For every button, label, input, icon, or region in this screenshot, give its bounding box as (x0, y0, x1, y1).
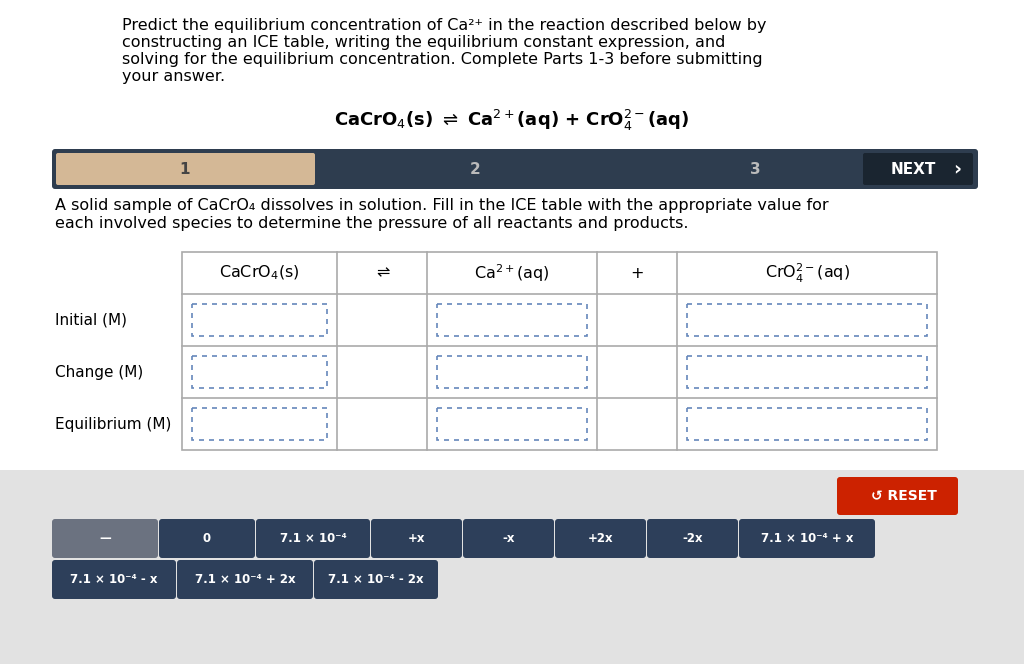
FancyBboxPatch shape (437, 356, 587, 388)
Text: 7.1 × 10⁻⁴ - x: 7.1 × 10⁻⁴ - x (71, 573, 158, 586)
FancyBboxPatch shape (256, 519, 370, 558)
FancyBboxPatch shape (647, 519, 738, 558)
FancyBboxPatch shape (52, 519, 158, 558)
Text: 0: 0 (203, 532, 211, 545)
Text: 7.1 × 10⁻⁴ - 2x: 7.1 × 10⁻⁴ - 2x (328, 573, 424, 586)
Text: —: — (99, 532, 111, 545)
FancyBboxPatch shape (437, 408, 587, 440)
Text: A solid sample of CaCrO₄ dissolves in solution. Fill in the ICE table with the a: A solid sample of CaCrO₄ dissolves in so… (55, 198, 828, 213)
FancyBboxPatch shape (687, 356, 927, 388)
FancyBboxPatch shape (56, 153, 315, 185)
Text: 2: 2 (470, 161, 480, 177)
Text: 7.1 × 10⁻⁴ + 2x: 7.1 × 10⁻⁴ + 2x (195, 573, 295, 586)
Text: CaCrO$_4$(s): CaCrO$_4$(s) (219, 264, 300, 282)
Text: Initial (M): Initial (M) (55, 313, 127, 327)
Text: CrO$_4^{2-}$(aq): CrO$_4^{2-}$(aq) (765, 262, 850, 285)
Text: NEXT: NEXT (890, 161, 936, 177)
FancyBboxPatch shape (52, 560, 176, 599)
FancyBboxPatch shape (159, 519, 255, 558)
Text: +x: +x (408, 532, 425, 545)
Text: ↺ RESET: ↺ RESET (870, 489, 936, 503)
Text: $\rightleftharpoons$: $\rightleftharpoons$ (373, 266, 391, 280)
FancyBboxPatch shape (863, 153, 973, 185)
FancyBboxPatch shape (687, 408, 927, 440)
FancyBboxPatch shape (739, 519, 874, 558)
Text: Ca$^{2+}$(aq): Ca$^{2+}$(aq) (474, 262, 550, 284)
Text: +2x: +2x (588, 532, 613, 545)
Text: your answer.: your answer. (122, 69, 225, 84)
Text: Change (M): Change (M) (55, 365, 143, 380)
FancyBboxPatch shape (0, 470, 1024, 664)
FancyBboxPatch shape (687, 304, 927, 336)
FancyBboxPatch shape (52, 149, 978, 189)
Text: constructing an ICE table, writing the equilibrium constant expression, and: constructing an ICE table, writing the e… (122, 35, 725, 50)
Text: -x: -x (502, 532, 515, 545)
Text: Equilibrium (M): Equilibrium (M) (55, 416, 171, 432)
FancyBboxPatch shape (193, 304, 327, 336)
FancyBboxPatch shape (555, 519, 646, 558)
Text: $+$: $+$ (630, 266, 644, 280)
FancyBboxPatch shape (463, 519, 554, 558)
FancyBboxPatch shape (437, 304, 587, 336)
Text: ›: › (953, 159, 962, 179)
Text: 7.1 × 10⁻⁴ + x: 7.1 × 10⁻⁴ + x (761, 532, 853, 545)
FancyBboxPatch shape (371, 519, 462, 558)
FancyBboxPatch shape (193, 408, 327, 440)
FancyBboxPatch shape (182, 252, 937, 450)
Text: 1: 1 (180, 161, 190, 177)
Text: 7.1 × 10⁻⁴: 7.1 × 10⁻⁴ (280, 532, 346, 545)
Text: CaCrO$_4$(s) $\rightleftharpoons$ Ca$^{2+}$(aq) + CrO$_4^{2-}$(aq): CaCrO$_4$(s) $\rightleftharpoons$ Ca$^{2… (334, 108, 690, 133)
FancyBboxPatch shape (837, 477, 958, 515)
Text: Predict the equilibrium concentration of Ca²⁺ in the reaction described below by: Predict the equilibrium concentration of… (122, 18, 767, 33)
FancyBboxPatch shape (314, 560, 438, 599)
Text: 3: 3 (750, 161, 760, 177)
Text: -2x: -2x (682, 532, 702, 545)
Text: solving for the equilibrium concentration. Complete Parts 1-3 before submitting: solving for the equilibrium concentratio… (122, 52, 763, 67)
FancyBboxPatch shape (177, 560, 313, 599)
Text: each involved species to determine the pressure of all reactants and products.: each involved species to determine the p… (55, 216, 688, 231)
FancyBboxPatch shape (193, 356, 327, 388)
